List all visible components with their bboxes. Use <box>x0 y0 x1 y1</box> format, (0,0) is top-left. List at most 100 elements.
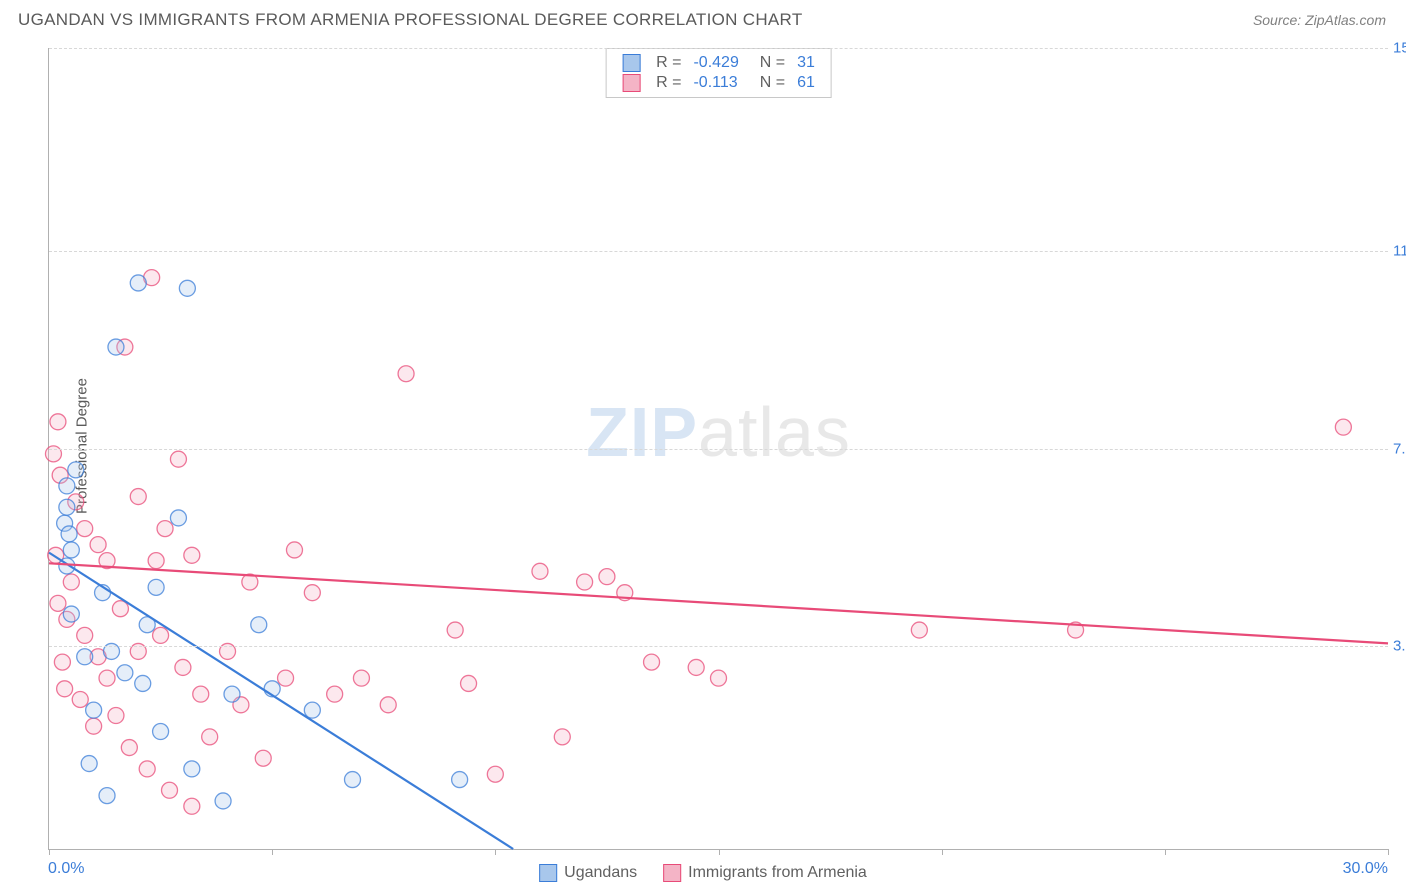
legend-swatch-armenia <box>663 864 681 882</box>
y-tick-label: 7.5% <box>1393 440 1406 457</box>
gridline <box>49 449 1388 450</box>
data-point <box>353 670 369 686</box>
data-point <box>59 499 75 515</box>
data-point <box>304 585 320 601</box>
data-point <box>57 681 73 697</box>
legend-item-armenia: Immigrants from Armenia <box>663 864 867 882</box>
data-point <box>99 788 115 804</box>
series-legend: Ugandans Immigrants from Armenia <box>539 864 867 882</box>
data-point <box>452 772 468 788</box>
x-tick <box>272 849 273 855</box>
legend-row-ugandans: R = -0.429 N = 31 <box>616 53 821 73</box>
correlation-legend: R = -0.429 N = 31 R = -0.113 N = 61 <box>605 48 832 98</box>
data-point <box>304 702 320 718</box>
y-tick-label: 15.0% <box>1393 40 1406 57</box>
swatch-ugandans <box>622 54 640 72</box>
data-point <box>184 798 200 814</box>
data-point <box>50 414 66 430</box>
data-point <box>130 489 146 505</box>
y-tick-label: 3.8% <box>1393 638 1406 655</box>
legend-label-ugandans: Ugandans <box>564 864 637 882</box>
data-point <box>1335 419 1351 435</box>
data-point <box>59 478 75 494</box>
gridline <box>49 251 1388 252</box>
data-point <box>380 697 396 713</box>
data-point <box>90 537 106 553</box>
data-point <box>50 595 66 611</box>
data-point <box>599 569 615 585</box>
data-point <box>162 782 178 798</box>
x-axis-max-label: 30.0% <box>1343 860 1388 878</box>
data-point <box>711 670 727 686</box>
data-point <box>554 729 570 745</box>
data-point <box>278 670 294 686</box>
data-point <box>532 563 548 579</box>
data-point <box>157 521 173 537</box>
regression-line <box>49 563 1388 643</box>
data-point <box>117 665 133 681</box>
data-point <box>72 691 88 707</box>
data-point <box>911 622 927 638</box>
data-point <box>577 574 593 590</box>
data-point <box>193 686 209 702</box>
chart-plot-area: ZIPatlas R = -0.429 N = 31 R = -0.113 N … <box>48 48 1388 850</box>
x-tick <box>942 849 943 855</box>
data-point <box>153 627 169 643</box>
data-point <box>99 670 115 686</box>
data-point <box>130 275 146 291</box>
y-tick-label: 11.2% <box>1393 242 1406 259</box>
data-point <box>170 451 186 467</box>
data-point <box>251 617 267 633</box>
legend-label-armenia: Immigrants from Armenia <box>688 864 867 882</box>
data-point <box>63 542 79 558</box>
data-point <box>461 675 477 691</box>
data-point <box>63 606 79 622</box>
x-tick <box>49 849 50 855</box>
data-point <box>54 654 70 670</box>
data-point <box>86 718 102 734</box>
data-point <box>77 649 93 665</box>
source-attribution: Source: ZipAtlas.com <box>1253 12 1386 28</box>
data-point <box>108 708 124 724</box>
legend-swatch-ugandans <box>539 864 557 882</box>
data-point <box>644 654 660 670</box>
legend-item-ugandans: Ugandans <box>539 864 637 882</box>
data-point <box>175 659 191 675</box>
data-point <box>286 542 302 558</box>
data-point <box>86 702 102 718</box>
swatch-armenia <box>622 74 640 92</box>
data-point <box>447 622 463 638</box>
data-point <box>179 280 195 296</box>
data-point <box>81 756 97 772</box>
data-point <box>148 579 164 595</box>
data-point <box>184 547 200 563</box>
data-point <box>77 627 93 643</box>
data-point <box>121 740 137 756</box>
data-point <box>202 729 218 745</box>
data-point <box>135 675 151 691</box>
data-point <box>255 750 271 766</box>
data-point <box>148 553 164 569</box>
x-tick <box>495 849 496 855</box>
data-point <box>327 686 343 702</box>
data-point <box>184 761 200 777</box>
data-point <box>215 793 231 809</box>
data-point <box>153 724 169 740</box>
data-point <box>170 510 186 526</box>
data-point <box>68 462 84 478</box>
data-point <box>487 766 503 782</box>
regression-line <box>49 553 513 849</box>
data-point <box>224 686 240 702</box>
gridline <box>49 48 1388 49</box>
x-tick <box>719 849 720 855</box>
data-point <box>139 761 155 777</box>
data-point <box>398 366 414 382</box>
data-point <box>63 574 79 590</box>
data-point <box>108 339 124 355</box>
legend-row-armenia: R = -0.113 N = 61 <box>616 73 821 93</box>
data-point <box>688 659 704 675</box>
x-axis-min-label: 0.0% <box>48 860 84 878</box>
data-point <box>345 772 361 788</box>
x-tick <box>1388 849 1389 855</box>
x-tick <box>1165 849 1166 855</box>
